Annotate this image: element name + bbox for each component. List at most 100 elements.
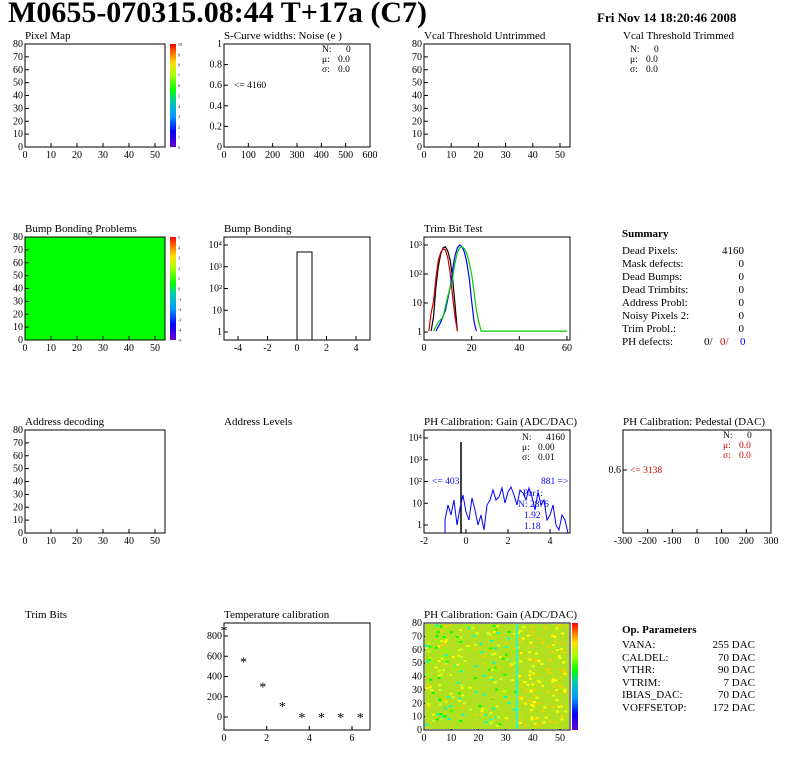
trim-bit-series bbox=[430, 246, 458, 332]
pixel-map-ytick-label: 70 bbox=[13, 52, 23, 63]
ph-gain-map-cell bbox=[451, 711, 455, 714]
ph-gain-map-cell bbox=[481, 708, 485, 710]
ph-gain-map-cell bbox=[451, 666, 455, 669]
ph-gain-map-cell bbox=[503, 696, 507, 698]
ph-gain-map-cell bbox=[563, 669, 566, 672]
scurve-underflow: <= 4160 bbox=[234, 81, 266, 91]
ph-gain-map-cell bbox=[490, 653, 494, 656]
ph-gain-map-cell bbox=[427, 705, 431, 708]
ph-gain-map-cell bbox=[514, 690, 518, 693]
pixel-map-ytick-label: 80 bbox=[13, 39, 23, 50]
ph-gain-map-cell bbox=[468, 686, 472, 689]
ph-gain-map-cell bbox=[563, 690, 566, 693]
bump-problems-ytick-label: 10 bbox=[13, 322, 23, 333]
ph-gain-map-cell bbox=[459, 629, 463, 632]
scurve-xtick-label: 300 bbox=[290, 150, 305, 161]
ph-gain-map-cell bbox=[446, 696, 450, 699]
scurve-xtick-label: 600 bbox=[363, 150, 378, 161]
ph-gain-map-cell bbox=[496, 625, 500, 628]
ph-pedestal-underflow: <= 3138 bbox=[630, 466, 662, 476]
scurve-ytick-label: 0.8 bbox=[210, 60, 223, 71]
summary-label: Dead Bumps: bbox=[622, 271, 683, 283]
temp-cal-point: * bbox=[318, 711, 325, 726]
ph-gain-map-cell bbox=[428, 645, 432, 648]
ph-gain-map-cell bbox=[540, 663, 544, 665]
bump-bonding-xtick-label: -4 bbox=[234, 343, 242, 354]
trim-bit-series bbox=[428, 248, 458, 332]
ph-gain-map-cell bbox=[520, 651, 523, 654]
ph-gain-map-xtick-label: 30 bbox=[501, 733, 511, 744]
ph-gain-map-cell bbox=[465, 687, 469, 690]
temp-cal-ytick-label: 0 bbox=[217, 712, 222, 723]
ph-gain-ytick-label: 10 bbox=[412, 498, 422, 509]
ph-gain-map-cell bbox=[428, 686, 432, 689]
ph-gain-map-cell bbox=[459, 669, 463, 672]
ph-gain-map-cell bbox=[484, 713, 488, 716]
summary-label: Noisy Pixels 2: bbox=[622, 310, 690, 322]
ph-gain-map-cell bbox=[476, 632, 479, 635]
ph-gain-map-cell bbox=[465, 695, 469, 698]
ph-gain-map-cell bbox=[436, 718, 440, 721]
ph-gain-map-cell bbox=[531, 630, 534, 633]
ph-gain-map-cell bbox=[547, 646, 551, 649]
bump-bonding-ytick-label: 1 bbox=[217, 327, 222, 338]
ph-gain-map-cell bbox=[531, 683, 535, 686]
ph-gain-map-cell bbox=[504, 653, 508, 656]
ph-gain-map-ytick-label: 10 bbox=[412, 712, 422, 723]
ph-gain-map-cell bbox=[528, 651, 532, 654]
address-decoding-xtick-label: 0 bbox=[23, 536, 28, 547]
ph-gain-map-cell bbox=[427, 650, 431, 653]
scurve-stat-n-val: 0 bbox=[346, 45, 351, 55]
ph-gain-map-cell bbox=[437, 655, 441, 658]
ph-gain-map-cell bbox=[441, 669, 445, 672]
ph-gain-map-cell bbox=[449, 692, 453, 695]
ph-gain-map-cell bbox=[502, 690, 506, 693]
ph-gain-map-cell bbox=[523, 723, 527, 726]
pixel-map-xtick-label: 40 bbox=[124, 150, 134, 161]
temp-cal-xtick-label: 6 bbox=[350, 733, 355, 744]
vcal-trimmed-stat-n: N: bbox=[630, 45, 640, 55]
ph-gain-map-cell bbox=[460, 639, 463, 642]
ph-gain-map-cell bbox=[490, 649, 494, 652]
ph-gain-map-cell bbox=[482, 655, 486, 658]
ph-gain-map-cell bbox=[461, 713, 465, 716]
ph-gain-xtick-label: -2 bbox=[420, 536, 428, 547]
address-decoding-ytick-label: 80 bbox=[13, 425, 23, 436]
ph-gain-map-cell bbox=[460, 655, 463, 658]
ph-gain-map-cell bbox=[532, 688, 536, 691]
ph-gain-map-cell bbox=[506, 658, 510, 661]
ph-gain-map-xtick-label: 20 bbox=[473, 733, 483, 744]
ph-gain-map-cell bbox=[546, 690, 550, 693]
ph-gain-underflow: <= 403 bbox=[432, 477, 460, 487]
ph-gain-map-cell bbox=[512, 632, 516, 635]
pixel-map-z-label: 9 bbox=[178, 52, 180, 57]
ph-gain-map-fill bbox=[425, 624, 569, 729]
ph-gain-map-cell bbox=[479, 642, 483, 645]
date-stamp: Fri Nov 14 18:20:46 2008 bbox=[597, 10, 737, 25]
ph-gain-map-cell bbox=[563, 688, 567, 691]
address-decoding-xtick-label: 40 bbox=[124, 536, 134, 547]
ph-gain-map-cell bbox=[553, 641, 557, 644]
pixel-map-ytick-label: 60 bbox=[13, 65, 23, 76]
ph-gain-map-cell bbox=[467, 627, 471, 629]
vcal-untrimmed-xtick-label: 50 bbox=[555, 150, 565, 161]
ph-gain-map-cell bbox=[525, 689, 529, 692]
ph-gain-map-cell bbox=[483, 715, 487, 718]
ph-gain-map-cell bbox=[499, 677, 503, 680]
ph-gain-map-cell bbox=[457, 699, 461, 702]
summary-label: Dead Trimbits: bbox=[622, 284, 689, 296]
ph-gain-map-cell bbox=[437, 645, 441, 648]
op-param-label: VTRIM: bbox=[622, 676, 661, 689]
bump-problems-ytick-label: 20 bbox=[13, 309, 23, 320]
ph-gain-map-cell bbox=[513, 648, 517, 651]
ph-gain-map-cell bbox=[504, 646, 508, 648]
temp-cal-point: * bbox=[259, 681, 266, 696]
summary-label: Address Probl: bbox=[622, 297, 688, 309]
scurve-ytick-label: 1 bbox=[217, 39, 222, 50]
ph-gain-map-cell bbox=[561, 632, 565, 635]
ph-gain-fit-par1: Par1: bbox=[523, 489, 543, 499]
op-params-title: Op. Parameters bbox=[622, 624, 697, 636]
vcal-untrimmed-ytick-label: 80 bbox=[412, 39, 422, 50]
ph-gain-map-cell bbox=[526, 656, 530, 659]
bump-problems-z-label: -1 bbox=[178, 297, 181, 302]
